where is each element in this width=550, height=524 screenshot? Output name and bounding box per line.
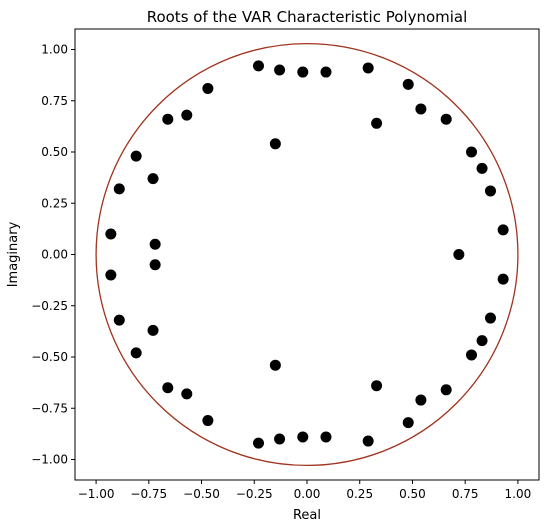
root-point bbox=[415, 394, 427, 406]
root-point bbox=[274, 433, 286, 445]
root-point bbox=[320, 66, 332, 78]
y-axis-label: Imaginary bbox=[6, 221, 21, 287]
y-tick-label: −0.25 bbox=[31, 299, 68, 313]
y-tick-label: 0.75 bbox=[41, 94, 68, 108]
x-tick-label: 1.00 bbox=[505, 487, 532, 501]
root-point bbox=[202, 82, 214, 94]
root-point bbox=[269, 359, 281, 371]
root-points bbox=[105, 60, 509, 449]
root-point bbox=[297, 66, 309, 78]
x-tick-label: −0.25 bbox=[236, 487, 273, 501]
y-tick-label: 0.25 bbox=[41, 196, 68, 210]
root-point bbox=[453, 249, 465, 260]
root-point bbox=[147, 173, 159, 185]
chart-title: Roots of the VAR Characteristic Polynomi… bbox=[147, 8, 468, 26]
x-tick-label: −1.00 bbox=[78, 487, 115, 501]
root-point bbox=[147, 324, 159, 336]
root-point bbox=[497, 224, 509, 236]
root-point bbox=[362, 62, 374, 74]
root-point bbox=[252, 60, 264, 72]
root-point bbox=[181, 109, 193, 121]
root-point bbox=[371, 380, 383, 392]
root-point bbox=[130, 150, 142, 162]
y-tick-label: −0.75 bbox=[31, 401, 68, 415]
root-point bbox=[484, 185, 496, 197]
root-point bbox=[105, 228, 117, 240]
root-point bbox=[113, 183, 125, 195]
plot-frame bbox=[74, 28, 540, 481]
x-tick-label: 0.25 bbox=[346, 487, 373, 501]
root-point bbox=[149, 238, 161, 250]
root-point bbox=[252, 437, 264, 449]
root-point bbox=[476, 162, 488, 174]
root-point bbox=[149, 259, 161, 271]
root-point bbox=[484, 312, 496, 324]
root-point bbox=[440, 384, 452, 396]
root-point bbox=[297, 431, 309, 443]
root-point bbox=[320, 431, 332, 443]
x-axis-ticks: −1.00 −0.75 −0.50 −0.25 0.00 0.25 0.50 0.75 1.00 bbox=[78, 480, 532, 501]
y-tick-label: 0.00 bbox=[41, 248, 68, 262]
x-tick-label: 0.50 bbox=[399, 487, 426, 501]
x-tick-label: −0.50 bbox=[183, 487, 220, 501]
root-point bbox=[362, 435, 374, 447]
root-point bbox=[162, 113, 174, 125]
root-point bbox=[181, 388, 193, 400]
unit-circle bbox=[95, 42, 519, 467]
root-point bbox=[371, 117, 383, 129]
y-tick-label: −1.00 bbox=[31, 453, 68, 467]
root-point bbox=[402, 78, 414, 90]
root-point bbox=[105, 269, 117, 281]
root-point bbox=[440, 113, 452, 125]
root-point bbox=[476, 335, 488, 347]
x-tick-label: 0.75 bbox=[452, 487, 479, 501]
y-axis-ticks: −1.00 −0.75 −0.50 −0.25 0.00 0.25 0.50 0.75 1.00 bbox=[31, 43, 75, 467]
root-point bbox=[202, 415, 214, 427]
x-tick-label: −0.75 bbox=[130, 487, 167, 501]
root-point bbox=[415, 103, 427, 115]
x-axis-label: Real bbox=[293, 508, 321, 523]
y-tick-label: −0.50 bbox=[31, 350, 68, 364]
root-point bbox=[497, 273, 509, 285]
root-point bbox=[113, 314, 125, 326]
root-point bbox=[466, 146, 478, 158]
root-point bbox=[402, 417, 414, 429]
root-point bbox=[269, 138, 281, 150]
root-point bbox=[466, 349, 478, 361]
root-point bbox=[274, 64, 286, 76]
y-tick-label: 1.00 bbox=[41, 43, 68, 57]
y-tick-label: 0.50 bbox=[41, 145, 68, 159]
root-point bbox=[162, 382, 174, 394]
root-point bbox=[130, 347, 142, 359]
x-tick-label: 0.00 bbox=[294, 487, 321, 501]
